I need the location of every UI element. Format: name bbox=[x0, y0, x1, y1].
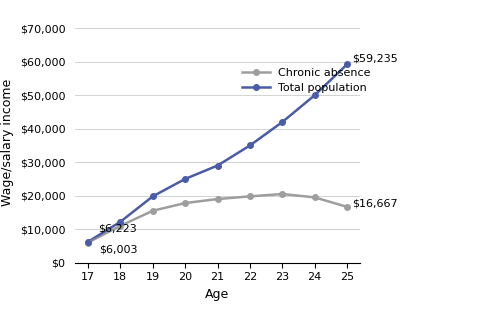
Total population bbox=[150, 195, 156, 198]
Line: Chronic absence: Chronic absence bbox=[85, 191, 350, 245]
Chronic absence bbox=[214, 197, 220, 201]
Chronic absence bbox=[182, 201, 188, 205]
Text: $16,667: $16,667 bbox=[352, 199, 398, 209]
Chronic absence bbox=[312, 196, 318, 199]
Chronic absence bbox=[85, 241, 91, 244]
Total population bbox=[214, 164, 220, 167]
Total population bbox=[247, 144, 253, 147]
Legend: Chronic absence, Total population: Chronic absence, Total population bbox=[238, 63, 376, 98]
X-axis label: Age: Age bbox=[206, 288, 230, 301]
Y-axis label: Wage/salary income: Wage/salary income bbox=[1, 78, 14, 206]
Chronic absence bbox=[247, 195, 253, 198]
Total population bbox=[344, 62, 350, 66]
Total population bbox=[85, 240, 91, 244]
Total population bbox=[118, 220, 124, 224]
Chronic absence bbox=[280, 192, 285, 196]
Text: $59,235: $59,235 bbox=[352, 53, 398, 63]
Line: Total population: Total population bbox=[85, 61, 350, 245]
Total population bbox=[280, 120, 285, 124]
Chronic absence bbox=[150, 209, 156, 213]
Chronic absence bbox=[118, 224, 124, 228]
Chronic absence bbox=[344, 205, 350, 209]
Text: $6,223: $6,223 bbox=[90, 223, 136, 241]
Total population bbox=[182, 177, 188, 181]
Text: $6,003: $6,003 bbox=[100, 244, 138, 254]
Total population bbox=[312, 93, 318, 97]
